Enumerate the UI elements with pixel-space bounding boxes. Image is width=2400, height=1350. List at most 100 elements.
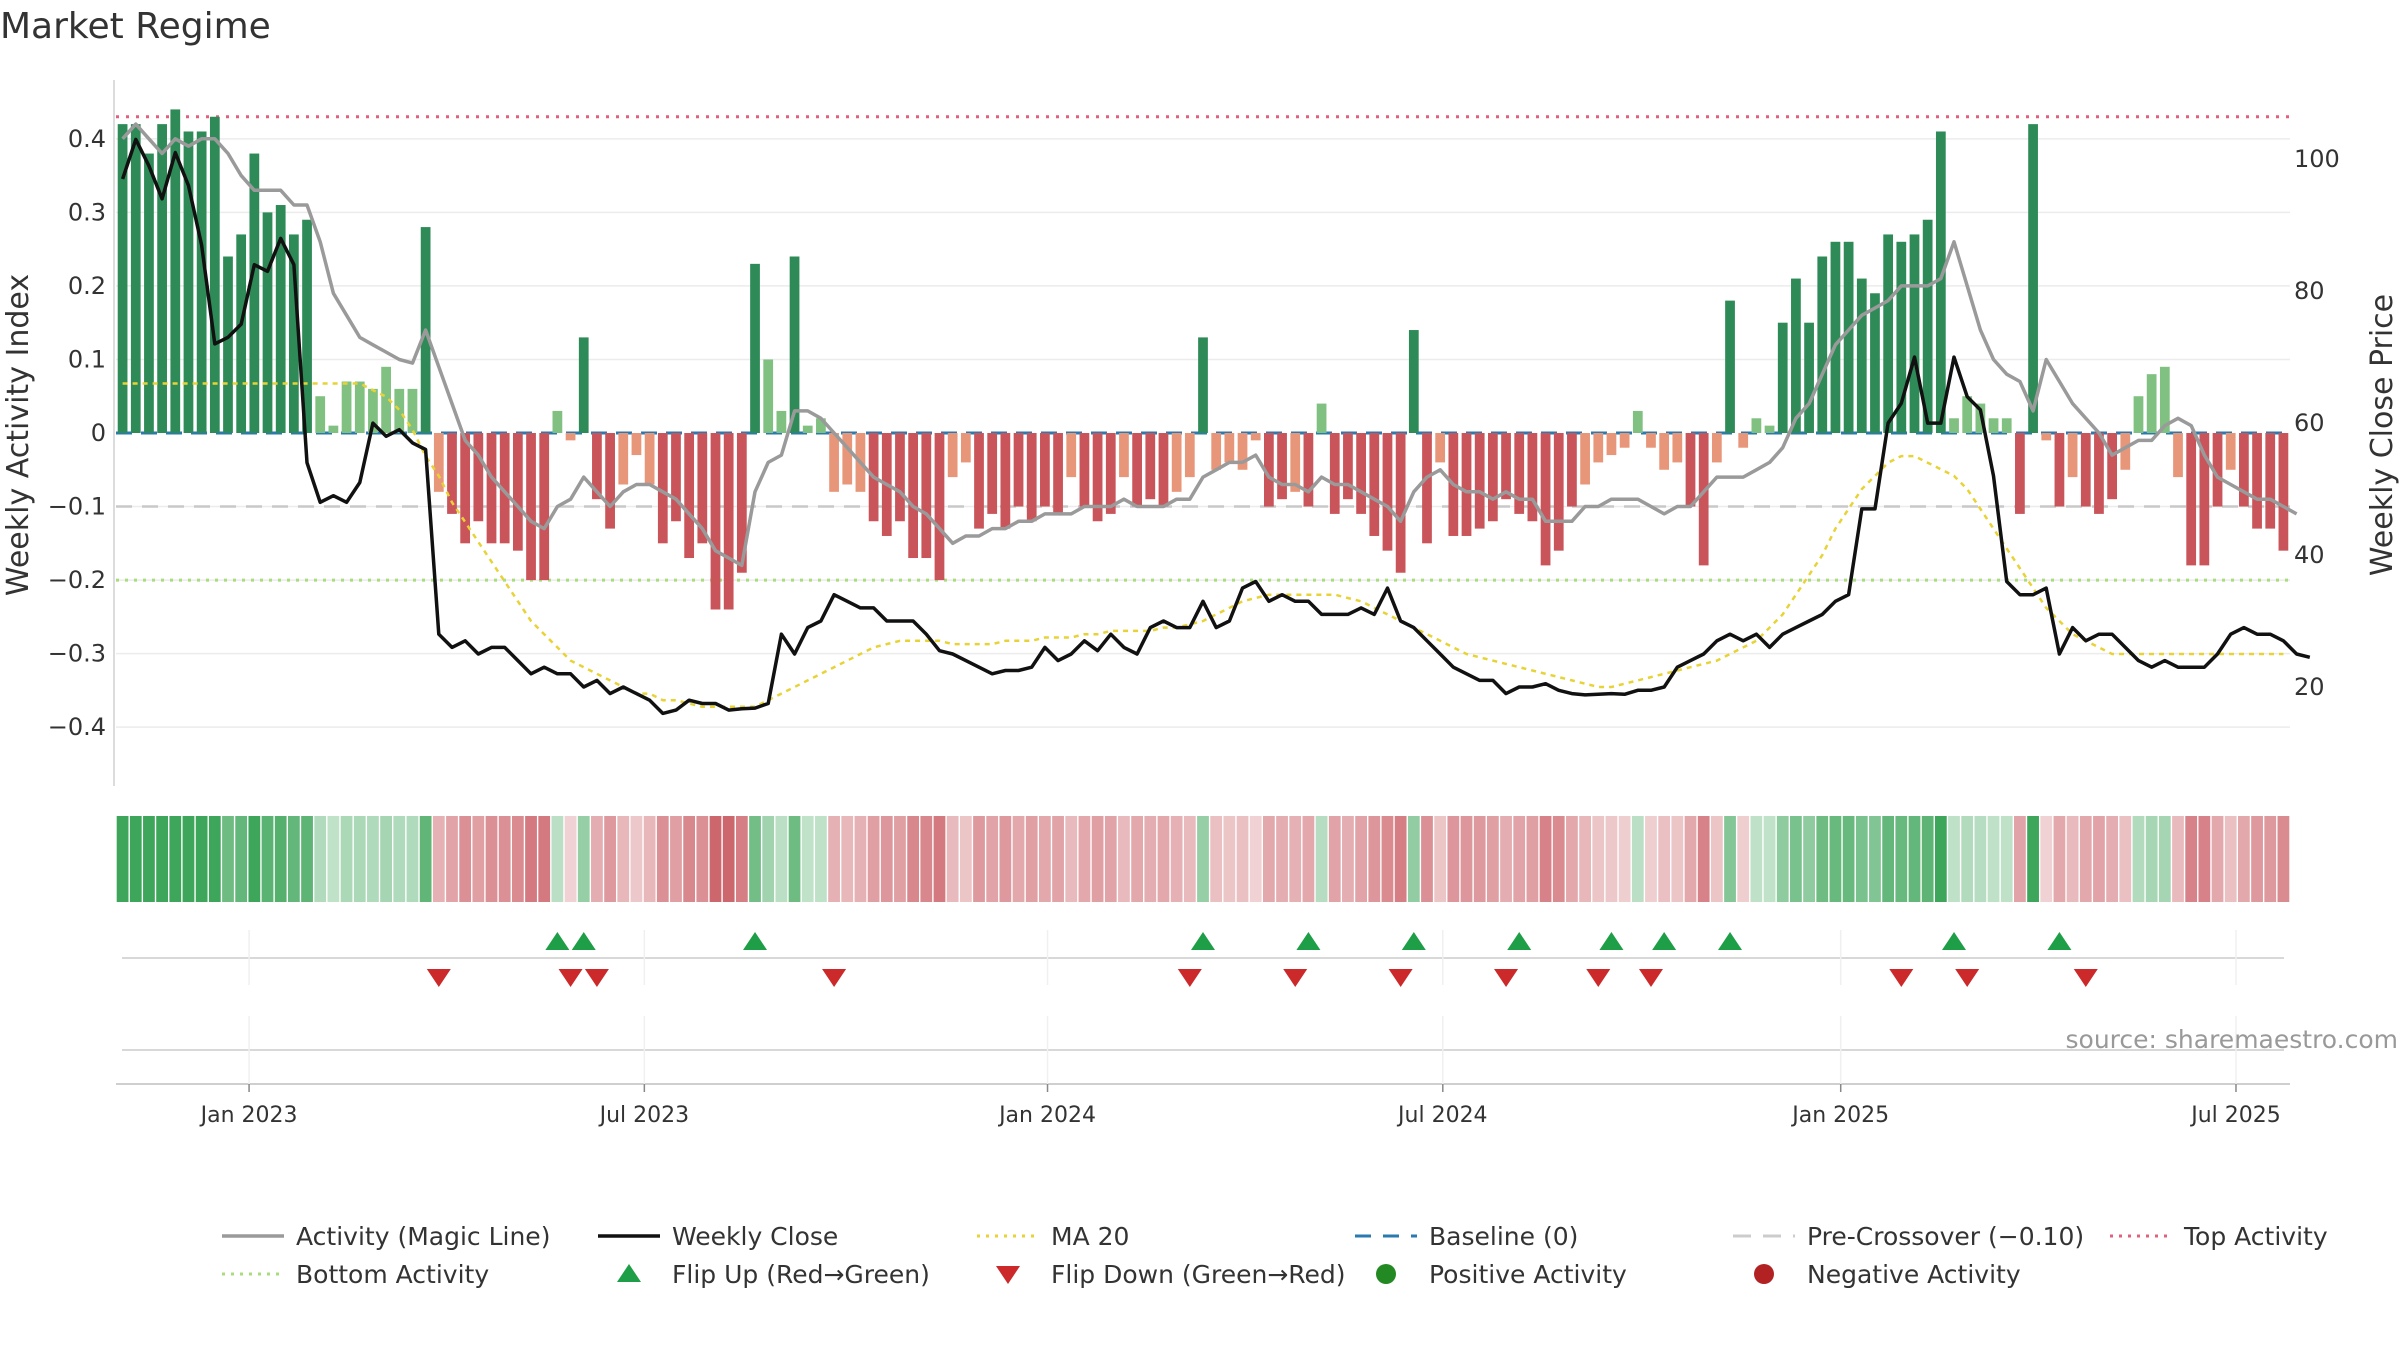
regime-cell — [446, 816, 458, 902]
activity-bar — [1935, 131, 1946, 433]
regime-cell — [1197, 816, 1209, 902]
legend-swatch — [1754, 1264, 1774, 1284]
regime-cell — [2211, 816, 2224, 902]
activity-bar — [1171, 433, 1182, 492]
legend-item: Flip Up (Red→Green) — [617, 1260, 930, 1289]
regime-cell — [327, 816, 340, 902]
activity-bar — [2278, 433, 2289, 551]
regime-cell — [1513, 816, 1526, 902]
legend-item: Positive Activity — [1376, 1260, 1627, 1289]
regime-cell — [722, 816, 735, 902]
y2-tick-label: 40 — [2294, 541, 2325, 569]
y-tick-label: −0.3 — [48, 640, 106, 668]
regime-cell — [1724, 816, 1736, 902]
activity-bar — [1395, 433, 1406, 573]
regime-cell — [1605, 816, 1618, 902]
regime-cell — [353, 816, 366, 902]
activity-bar — [1145, 433, 1156, 500]
regime-cell — [2066, 816, 2079, 902]
activity-bar — [908, 433, 919, 559]
flip-up-marker — [571, 932, 596, 950]
activity-bar — [1751, 418, 1762, 433]
activity-bar — [2015, 433, 2025, 514]
regime-cell — [380, 816, 392, 902]
activity-bar — [1303, 433, 1314, 507]
regime-cell — [1829, 816, 1842, 902]
regime-cell — [762, 816, 775, 902]
activity-bar — [249, 153, 260, 433]
regime-cell — [1078, 816, 1091, 902]
regime-cell — [208, 816, 221, 902]
regime-cell — [2027, 816, 2039, 902]
activity-bar — [315, 396, 326, 433]
regime-cell — [1012, 816, 1025, 902]
activity-bar — [354, 381, 365, 433]
regime-cell — [1763, 816, 1776, 902]
activity-bar — [1606, 433, 1617, 456]
regime-cell — [1039, 816, 1051, 902]
flip-down-marker — [822, 969, 847, 987]
activity-bar — [209, 116, 220, 433]
activity-bar — [262, 212, 273, 433]
activity-bar — [2107, 433, 2118, 500]
activity-bar — [1356, 433, 1366, 514]
activity-bar — [157, 124, 167, 433]
activity-bar — [565, 433, 576, 441]
activity-bar — [1408, 330, 1419, 433]
activity-bar — [2225, 433, 2236, 470]
y-tick-label: −0.4 — [48, 713, 106, 741]
regime-cell — [709, 816, 722, 902]
activity-bar — [1487, 433, 1498, 522]
activity-bar — [1435, 433, 1446, 463]
activity-bar — [130, 124, 141, 433]
regime-cell — [1421, 816, 1433, 902]
regime-cell — [1961, 816, 1974, 902]
regime-cell — [195, 816, 208, 902]
regime-cell — [1315, 816, 1328, 902]
regime-cell — [1104, 816, 1117, 902]
flip-down-marker — [1494, 969, 1519, 987]
regime-cell — [880, 816, 893, 902]
activity-bar — [1553, 433, 1564, 551]
activity-bar — [1422, 433, 1432, 544]
axes: 0.4 0.3 0.2 0.1 0 −0.1 −0.2 −0.3 −0.4 100 80 60 40 20 — [48, 80, 2340, 786]
legend-item: Bottom Activity — [222, 1260, 489, 1289]
regime-cell — [867, 816, 880, 902]
activity-bar — [2041, 433, 2052, 441]
activity-bar — [750, 263, 760, 433]
regime-cell — [1750, 816, 1763, 902]
activity-bar — [1382, 433, 1393, 551]
flip-down-marker — [1177, 969, 1202, 987]
activity-bar — [1738, 433, 1749, 448]
activity-bar — [1198, 337, 1208, 433]
activity-bar — [2199, 433, 2210, 566]
regime-cell — [1895, 816, 1908, 902]
regime-cell — [525, 816, 537, 902]
regime-cell — [2185, 816, 2198, 902]
activity-bar — [275, 205, 286, 433]
flip-up-marker — [1599, 932, 1624, 950]
flip-down-marker — [1638, 969, 1663, 987]
regime-cell — [1302, 816, 1315, 902]
regime-cell — [1118, 816, 1130, 902]
regime-cell — [1500, 816, 1512, 902]
regime-cell — [2237, 816, 2250, 902]
regime-cell — [1407, 816, 1420, 902]
activity-bar — [1040, 433, 1050, 507]
regime-cell — [801, 816, 814, 902]
regime-cell — [1065, 816, 1078, 902]
activity-bar — [2173, 433, 2183, 478]
x-tick-label: Jul 2023 — [598, 1103, 690, 1128]
regime-cell — [2093, 816, 2105, 902]
legend-label: Pre-Crossover (−0.10) — [1807, 1222, 2084, 1251]
activity-bar — [736, 433, 747, 573]
source-credit: source: sharemaestro.com — [2066, 1025, 2399, 1054]
activity-bar — [1580, 433, 1590, 485]
y-tick-label: −0.2 — [48, 566, 106, 594]
regime-cell — [775, 816, 788, 902]
regime-cell — [1355, 816, 1367, 902]
legend-label: Negative Activity — [1807, 1260, 2021, 1289]
activity-bar — [1711, 433, 1722, 463]
legend-item: Top Activity — [2110, 1222, 2328, 1251]
